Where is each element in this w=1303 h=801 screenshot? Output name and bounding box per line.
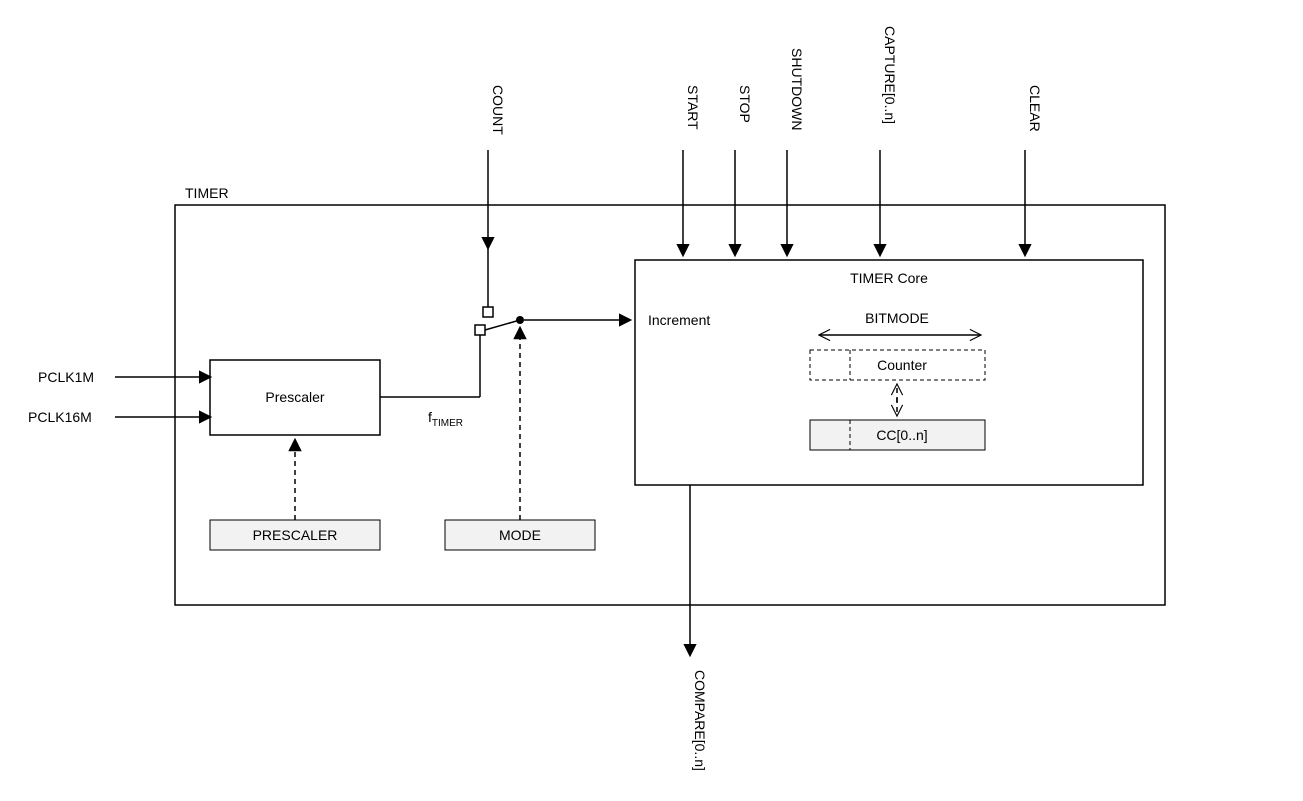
ftimer-label: fTIMER: [428, 409, 463, 429]
counter-label: Counter: [877, 357, 927, 373]
switch-pivot: [516, 316, 524, 324]
prescaler-register-label: PRESCALER: [253, 527, 338, 543]
count-label: COUNT: [490, 85, 506, 135]
clear-label: CLEAR: [1027, 85, 1043, 132]
bitmode-label: BITMODE: [865, 310, 929, 326]
switch-port-top: [483, 307, 493, 317]
cc-register-label: CC[0..n]: [876, 427, 927, 443]
stop-label: STOP: [737, 85, 753, 123]
pclk1m-label: PCLK1M: [38, 369, 94, 385]
start-label: START: [685, 85, 701, 130]
increment-label: Increment: [648, 312, 710, 328]
compare-label: COMPARE[0..n]: [692, 670, 708, 771]
shutdown-label: SHUTDOWN: [789, 48, 805, 130]
timer-title: TIMER: [185, 185, 229, 201]
capture-label: CAPTURE[0..n]: [882, 26, 898, 124]
timer-block-diagram: TIMER PCLK1M PCLK16M Prescaler PRESCALER…: [0, 0, 1303, 801]
pclk16m-label: PCLK16M: [28, 409, 92, 425]
switch-lever: [485, 320, 520, 330]
timer-core-title: TIMER Core: [850, 270, 928, 286]
mode-register-label: MODE: [499, 527, 541, 543]
prescaler-block-label: Prescaler: [265, 389, 324, 405]
switch-port-bottom: [475, 325, 485, 335]
